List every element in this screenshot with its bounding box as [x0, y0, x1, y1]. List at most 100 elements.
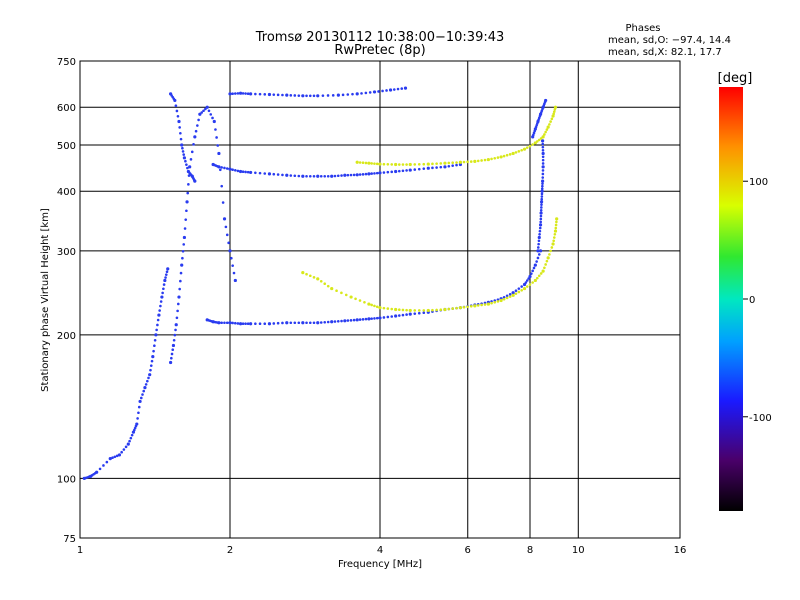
data-point: [540, 187, 544, 190]
data-point: [344, 293, 348, 297]
data-point: [301, 271, 305, 275]
data-point: [367, 302, 371, 306]
data-point: [422, 167, 426, 170]
data-point: [225, 321, 229, 325]
data-point: [301, 174, 305, 178]
data-point: [340, 319, 343, 323]
data-point: [554, 223, 558, 227]
data-point: [522, 282, 527, 287]
data-point: [179, 137, 183, 141]
data-point: [244, 170, 247, 174]
data-point: [164, 273, 168, 276]
data-point: [148, 373, 152, 377]
data-point: [263, 322, 267, 326]
data-point: [377, 90, 380, 93]
data-point: [511, 291, 515, 295]
data-point: [178, 287, 181, 291]
data-point: [546, 256, 550, 260]
data-point: [193, 135, 197, 139]
x-axis-label: Frequency [MHz]: [338, 559, 422, 570]
data-point: [231, 264, 234, 267]
data-point: [539, 220, 542, 224]
data-point: [326, 94, 330, 97]
data-point: [346, 319, 350, 322]
data-point: [192, 143, 195, 146]
data-point: [520, 285, 523, 288]
data-point: [341, 93, 345, 97]
data-point: [190, 150, 194, 154]
data-point: [98, 467, 102, 471]
data-point: [169, 360, 173, 365]
data-point: [160, 295, 164, 299]
colorbar-tick-label: -100: [749, 413, 772, 424]
data-point: [146, 379, 149, 383]
data-point: [473, 159, 477, 163]
data-point: [335, 289, 338, 293]
data-point: [462, 160, 466, 164]
data-point: [514, 151, 518, 154]
data-point: [186, 191, 190, 195]
data-point: [386, 307, 390, 310]
data-point: [343, 173, 347, 177]
data-point: [289, 321, 293, 325]
data-point: [297, 174, 301, 178]
data-point: [520, 148, 523, 152]
data-point: [186, 166, 189, 170]
data-point: [544, 130, 547, 134]
data-point: [364, 317, 368, 321]
data-point: [258, 322, 262, 326]
data-point: [538, 226, 542, 230]
data-point: [554, 226, 558, 230]
data-point: [401, 163, 405, 166]
data-point: [182, 243, 186, 246]
data-point: [228, 249, 232, 253]
data-point: [217, 165, 221, 169]
data-point: [392, 88, 396, 91]
data-point: [293, 174, 297, 178]
data-point: [176, 302, 180, 306]
data-point: [176, 114, 180, 118]
data-point: [231, 321, 234, 325]
data-point: [483, 303, 487, 306]
data-point: [394, 169, 398, 174]
y-tick-label: 750: [57, 57, 76, 68]
data-point: [408, 168, 412, 172]
data-point: [397, 314, 401, 317]
data-point: [149, 364, 153, 367]
data-point: [540, 206, 543, 209]
data-point: [531, 281, 534, 284]
data-point: [246, 322, 250, 326]
data-point: [355, 173, 359, 177]
data-point: [185, 209, 188, 213]
data-point: [141, 393, 144, 396]
data-point: [249, 170, 253, 175]
data-point: [480, 303, 483, 307]
data-point: [346, 173, 350, 177]
data-point: [541, 172, 545, 176]
data-point: [175, 109, 179, 113]
data-point: [496, 300, 500, 303]
data-point: [397, 163, 401, 166]
data-point: [539, 272, 543, 275]
data-point: [323, 174, 327, 178]
data-point: [537, 138, 541, 142]
data-point: [222, 217, 227, 221]
data-point: [349, 319, 353, 322]
data-point: [370, 303, 373, 307]
data-point: [363, 301, 366, 304]
data-point: [207, 109, 211, 113]
data-point: [525, 146, 529, 149]
data-point: [224, 225, 228, 229]
data-point: [417, 167, 421, 171]
data-point: [159, 304, 162, 308]
data-point: [124, 445, 128, 449]
data-point: [297, 94, 301, 97]
data-point: [525, 279, 529, 282]
data-point: [225, 233, 229, 237]
data-point: [181, 150, 185, 153]
data-point: [539, 214, 543, 218]
data-point: [540, 203, 543, 206]
data-point: [537, 274, 541, 278]
data-point: [447, 161, 451, 165]
data-point: [528, 283, 532, 286]
